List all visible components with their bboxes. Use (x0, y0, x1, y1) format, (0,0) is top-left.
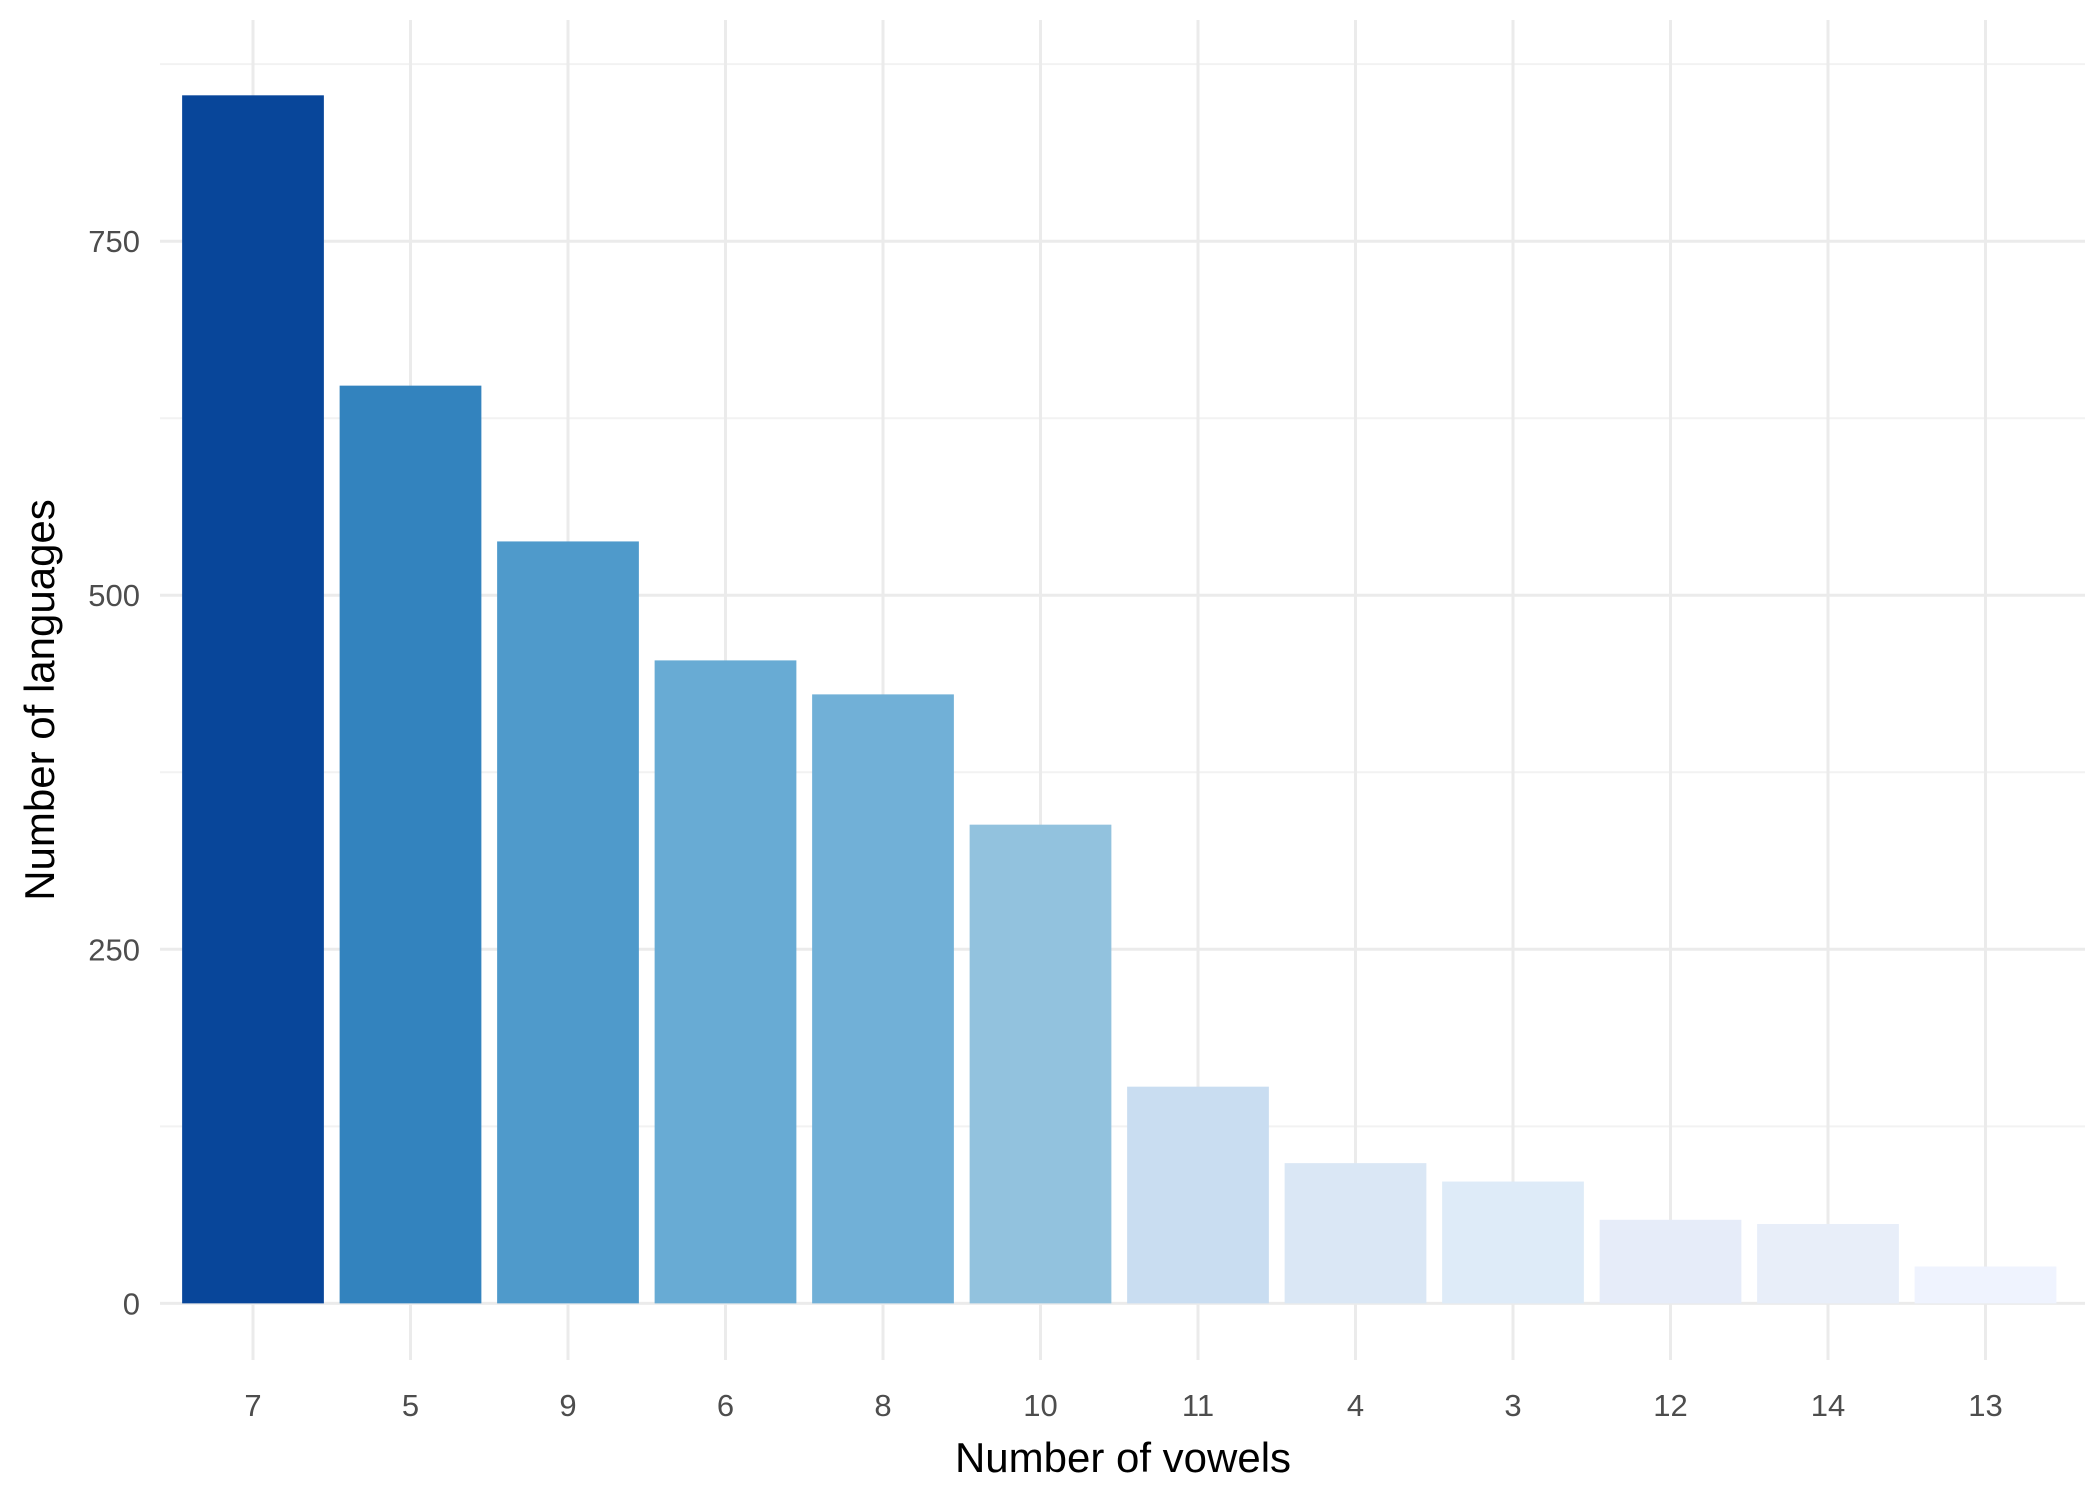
bar (1914, 1266, 2057, 1304)
y-tick-label: 0 (123, 1286, 140, 1321)
bar (969, 824, 1112, 1304)
bar (182, 95, 324, 1304)
y-axis-ticks: 0 250 500 750 (88, 224, 140, 1321)
bar (497, 541, 639, 1304)
bar (1127, 1086, 1269, 1304)
y-tick-label: 250 (88, 932, 140, 967)
x-tick-label: 14 (1811, 1388, 1845, 1423)
x-tick-label: 8 (874, 1388, 891, 1423)
x-tick-label: 11 (1182, 1388, 1214, 1423)
x-tick-label: 9 (559, 1388, 576, 1423)
x-axis-ticks: 7 5 9 6 8 10 11 4 3 12 14 13 (244, 1388, 2002, 1423)
x-tick-label: 12 (1653, 1388, 1687, 1423)
y-tick-label: 500 (88, 578, 140, 613)
x-tick-label: 7 (244, 1388, 261, 1423)
bar (1757, 1224, 1899, 1304)
bars (182, 95, 2057, 1304)
x-axis-title: Number of vowels (955, 1434, 1291, 1481)
bar (1442, 1181, 1584, 1304)
bar (1284, 1163, 1427, 1304)
x-tick-label: 3 (1504, 1388, 1521, 1423)
x-tick-label: 4 (1347, 1388, 1364, 1423)
bar (1599, 1219, 1742, 1304)
bar (654, 660, 797, 1304)
x-tick-label: 5 (402, 1388, 419, 1423)
bar (339, 385, 482, 1304)
y-tick-label: 750 (88, 224, 140, 259)
x-tick-label: 6 (717, 1388, 734, 1423)
bar (812, 694, 954, 1304)
x-tick-label: 10 (1023, 1388, 1057, 1423)
x-tick-label: 13 (1968, 1388, 2002, 1423)
y-axis-title: Number of languages (16, 499, 63, 901)
